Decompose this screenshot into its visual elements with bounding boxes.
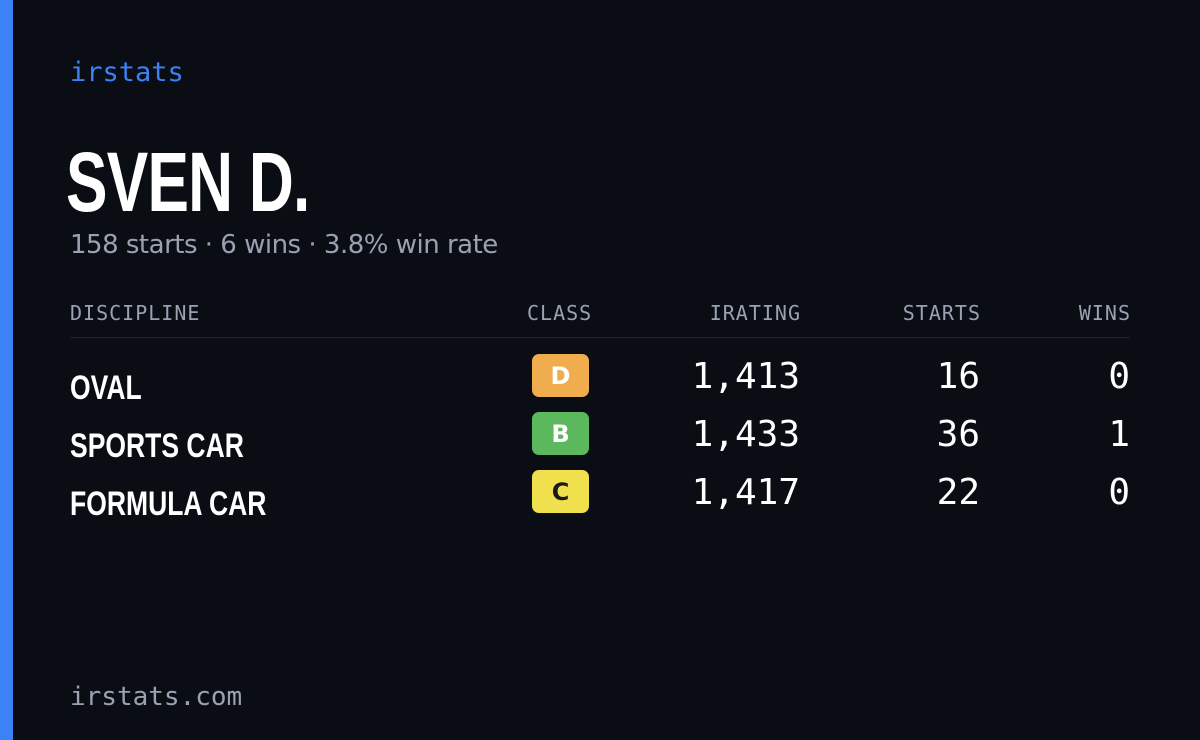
starts-value: 36 bbox=[936, 414, 980, 455]
header-wins: WINS bbox=[1078, 301, 1131, 325]
class-badge: C bbox=[532, 470, 589, 513]
table-row-formula-car: FORMULA CAR C 1,417 22 0 bbox=[0, 470, 1200, 528]
driver-name: SVEN D. bbox=[66, 135, 310, 229]
wins-value: 0 bbox=[1108, 472, 1130, 513]
irating-value: 1,417 bbox=[691, 472, 800, 513]
irating-value: 1,433 bbox=[691, 414, 800, 455]
discipline-name: SPORTS CAR bbox=[70, 427, 244, 465]
irating-value: 1,413 bbox=[691, 356, 800, 397]
driver-summary: 158 starts · 6 wins · 3.8% win rate bbox=[70, 230, 498, 260]
class-badge: D bbox=[532, 354, 589, 397]
header-discipline: DISCIPLINE bbox=[70, 301, 201, 325]
table-row-oval: OVAL D 1,413 16 0 bbox=[0, 354, 1200, 412]
discipline-name: FORMULA CAR bbox=[70, 485, 267, 523]
brand-logo[interactable]: irstats bbox=[70, 57, 184, 88]
header-class: CLASS bbox=[527, 301, 593, 325]
starts-value: 22 bbox=[936, 472, 980, 513]
header-divider bbox=[70, 337, 1130, 338]
wins-value: 1 bbox=[1108, 414, 1130, 455]
footer-url[interactable]: irstats.com bbox=[70, 682, 243, 712]
table-row-sports-car: SPORTS CAR B 1,433 36 1 bbox=[0, 412, 1200, 470]
header-irating: IRATING bbox=[709, 301, 801, 325]
starts-value: 16 bbox=[936, 356, 980, 397]
class-badge: B bbox=[532, 412, 589, 455]
discipline-name: OVAL bbox=[70, 369, 142, 407]
accent-bar bbox=[0, 0, 13, 740]
wins-value: 0 bbox=[1108, 356, 1130, 397]
header-starts: STARTS bbox=[902, 301, 981, 325]
